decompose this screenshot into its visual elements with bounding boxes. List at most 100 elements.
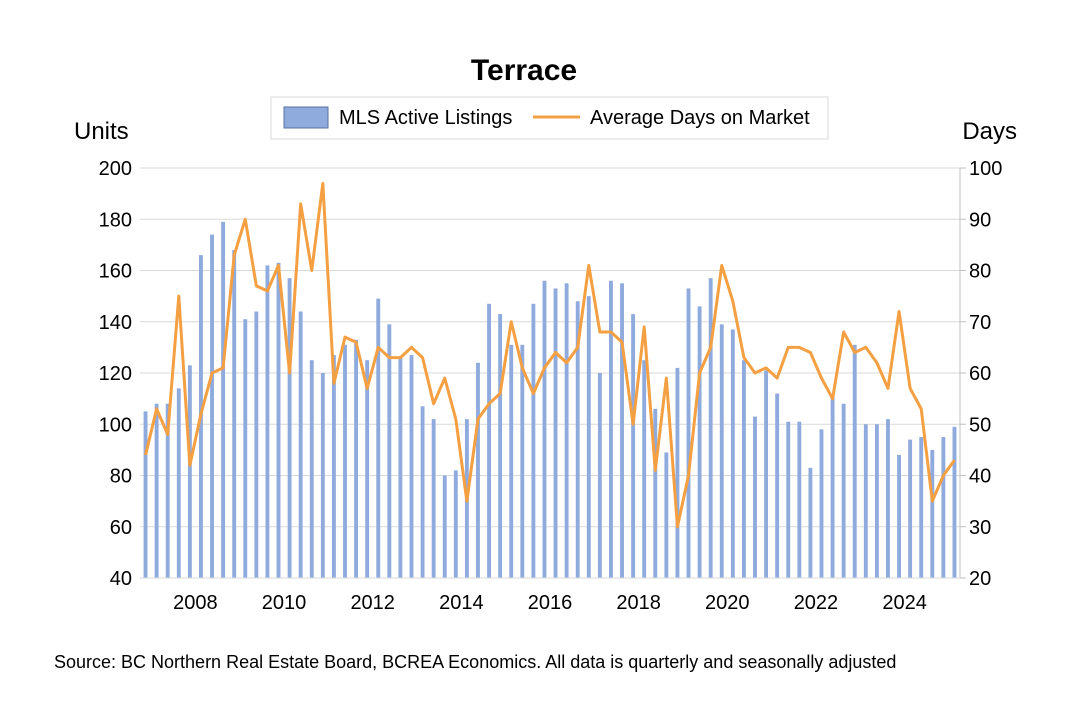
y-left-tick-label: 100 (99, 414, 132, 436)
days-on-market-line (144, 181, 956, 529)
bar (930, 449, 935, 579)
bar (265, 265, 270, 579)
bar (919, 437, 924, 578)
x-tick-label: 2024 (882, 592, 927, 614)
y-left-tick-label: 160 (99, 261, 132, 283)
bar (597, 373, 602, 578)
legend-bar-label: MLS Active Listings (339, 107, 512, 129)
bar (786, 421, 791, 578)
bar (664, 452, 669, 578)
y-left-tick-label: 120 (99, 363, 132, 385)
bar (476, 362, 480, 578)
bar (741, 360, 746, 578)
y-right-tick-label: 70 (969, 312, 991, 334)
y-right-tick-label: 100 (969, 158, 1002, 180)
bar (143, 411, 148, 578)
bar (387, 324, 392, 578)
bar (830, 396, 835, 578)
bar (276, 262, 281, 578)
y-right-tick-label: 40 (969, 466, 991, 488)
bar (176, 388, 181, 579)
bar (797, 421, 802, 578)
x-tick-label: 2014 (439, 592, 484, 614)
bar (431, 419, 436, 579)
bar (487, 303, 491, 578)
bar (531, 303, 536, 578)
source-note: Source: BC Northern Real Estate Board, B… (54, 652, 896, 672)
bar (886, 419, 890, 579)
bar (852, 344, 857, 578)
bar (210, 234, 214, 579)
bar (697, 306, 702, 579)
bar (753, 416, 757, 578)
bar (520, 344, 525, 578)
bar (764, 370, 769, 578)
bar (187, 365, 192, 578)
legend-line-label: Average Days on Market (590, 107, 810, 129)
bar (941, 437, 946, 578)
x-tick-label: 2016 (528, 592, 573, 614)
bar (298, 311, 303, 578)
bar (620, 283, 624, 578)
y-left-ticks: 200 180 160 140 120 100 80 60 40 (99, 158, 132, 590)
y-left-tick-label: 180 (99, 209, 132, 231)
y-right-tick-label: 50 (969, 414, 991, 436)
bar (730, 329, 735, 578)
bar (575, 301, 580, 578)
bar (453, 470, 458, 579)
bar (354, 339, 359, 578)
y-right-ticks: 100 90 80 70 60 50 40 30 20 (969, 158, 1002, 590)
bar (808, 467, 813, 578)
bar (409, 355, 414, 578)
bar (376, 298, 381, 578)
bar (442, 475, 447, 578)
axes (140, 167, 966, 579)
x-tick-label: 2012 (350, 592, 395, 614)
bar (708, 278, 713, 578)
bar (642, 360, 647, 578)
bar (498, 314, 503, 578)
bar (254, 311, 259, 578)
legend-bar-swatch (283, 106, 329, 129)
y-right-tick-label: 20 (969, 568, 991, 590)
x-ticks: 2008 2010 2012 2014 2016 2018 2020 2022 2024 (173, 592, 927, 614)
y-right-tick-label: 80 (969, 261, 991, 283)
bar (287, 278, 292, 578)
legend: MLS Active Listings Average Days on Mark… (270, 96, 829, 140)
bar (343, 344, 347, 578)
bar (631, 314, 636, 578)
bar (165, 403, 170, 578)
y-right-label: Days (962, 118, 1017, 145)
bar (908, 439, 913, 579)
y-left-tick-label: 60 (110, 517, 132, 539)
y-left-label: Units (74, 118, 129, 145)
bar (564, 283, 569, 578)
line-series (144, 181, 956, 529)
x-tick-label: 2008 (173, 592, 218, 614)
bar (841, 403, 846, 578)
bar (331, 355, 336, 578)
x-tick-label: 2018 (616, 592, 661, 614)
x-tick-label: 2010 (262, 592, 307, 614)
bar (398, 357, 403, 579)
x-tick-label: 2022 (794, 592, 839, 614)
bar (586, 296, 591, 579)
bar (719, 324, 724, 578)
y-left-tick-label: 80 (110, 466, 132, 488)
bar (154, 403, 159, 578)
bar (509, 344, 514, 578)
bar (952, 426, 957, 578)
bars-series (143, 221, 957, 579)
bar (232, 250, 237, 578)
bar (675, 367, 680, 579)
y-right-tick-label: 60 (969, 363, 991, 385)
bar (775, 393, 780, 578)
bar (320, 373, 325, 578)
bar (309, 360, 314, 578)
bar (819, 429, 824, 579)
bar (874, 424, 879, 578)
bar (221, 221, 226, 578)
bar (897, 455, 901, 578)
bar (365, 360, 370, 578)
